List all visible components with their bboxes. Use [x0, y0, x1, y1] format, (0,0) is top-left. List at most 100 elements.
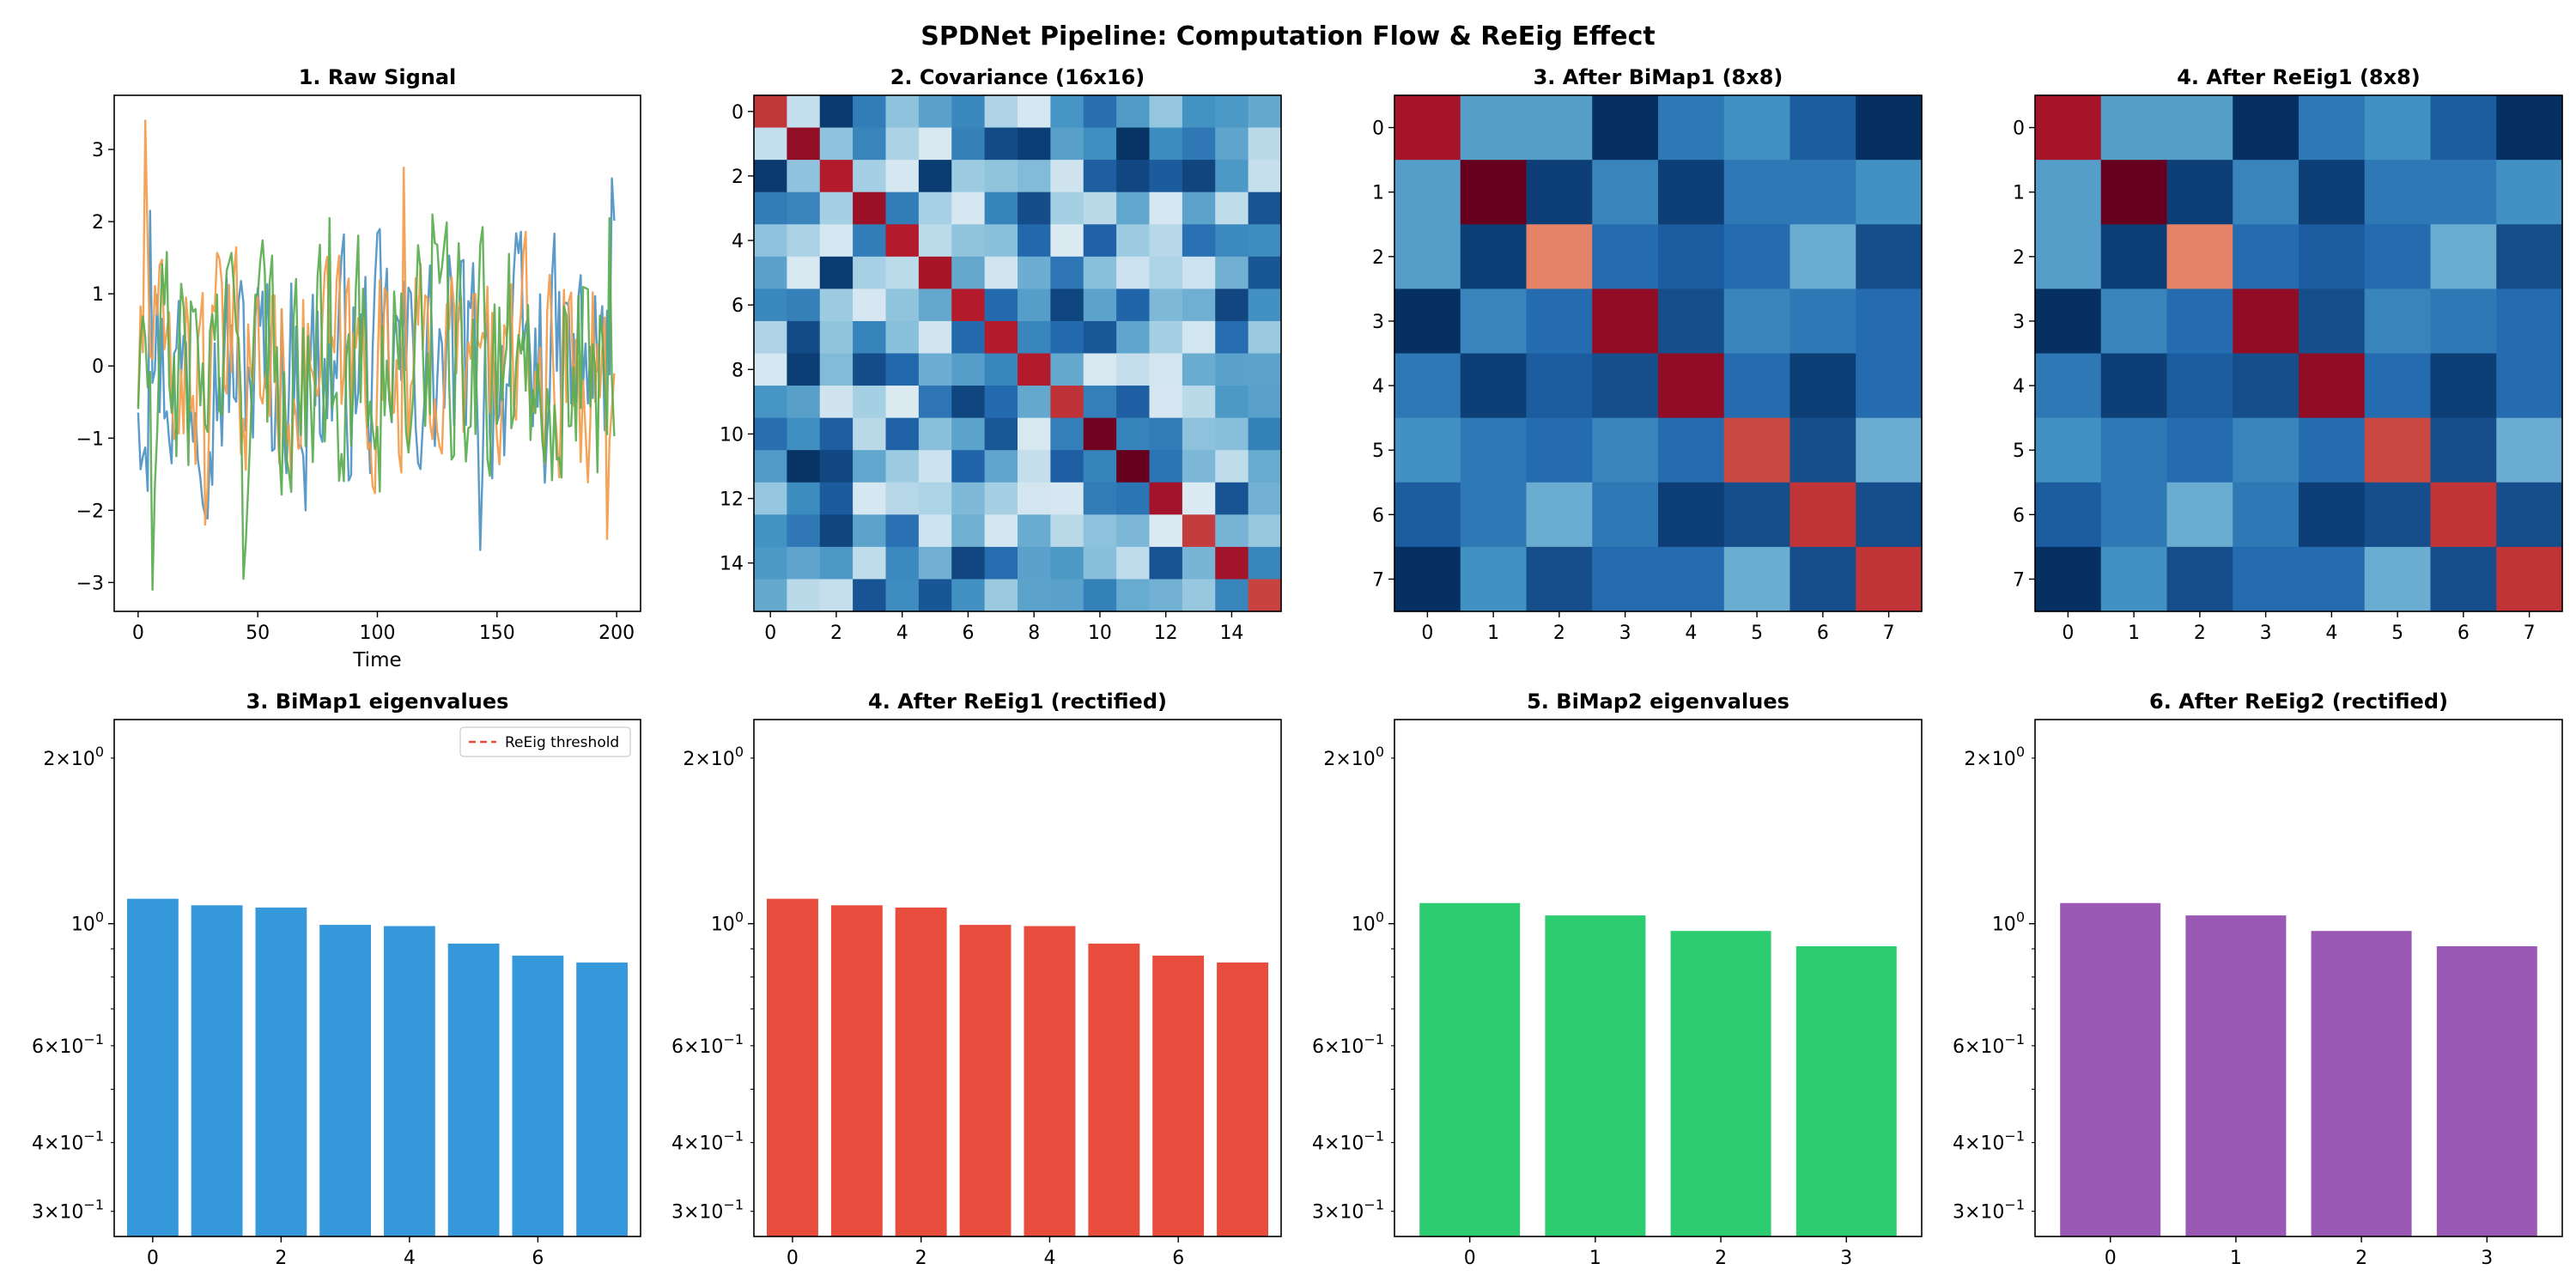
- heatmap-cell: [1658, 417, 1725, 483]
- heatmap-cell: [1149, 386, 1183, 419]
- heatmap-cell: [754, 320, 787, 355]
- heatmap-cell: [1723, 546, 1791, 612]
- heatmap-cell: [2299, 95, 2366, 161]
- tick-exponent: 0: [1376, 744, 1384, 760]
- heatmap-cell: [1789, 224, 1856, 289]
- heatmap-cell: [2430, 417, 2497, 483]
- heatmap-cell: [2496, 289, 2563, 355]
- x-tick-label: 4: [896, 623, 908, 644]
- signal-series-line: [137, 177, 616, 551]
- heatmap-cell: [1215, 320, 1249, 355]
- heatmap-cell: [1050, 353, 1084, 386]
- y-tick-label: 4×10−1: [32, 1128, 104, 1155]
- x-tick-label: 200: [598, 623, 635, 644]
- heatmap-cell: [2496, 482, 2563, 548]
- heatmap-cell: [819, 256, 854, 289]
- heatmap-cell: [754, 417, 787, 451]
- heatmap-cell: [2299, 417, 2366, 483]
- heatmap-cell: [1018, 386, 1051, 419]
- heatmap-cell: [819, 514, 854, 548]
- heatmap-frame: [1394, 94, 1923, 612]
- x-tick-label: 0: [1464, 1248, 1476, 1269]
- panel-title: 5. BiMap2 eigenvalues: [1527, 690, 1789, 714]
- heatmap-cell: [1083, 95, 1117, 129]
- heatmap-cell: [819, 450, 854, 483]
- heatmap-cell: [2100, 482, 2168, 548]
- heatmap-cell: [1083, 417, 1117, 451]
- y-tick-label: 8: [732, 360, 744, 381]
- heatmap-cell: [1215, 482, 1249, 515]
- heatmap-cell: [984, 191, 1018, 225]
- heatmap-cell: [951, 127, 986, 161]
- eigenvalue-bar: [1152, 955, 1205, 1236]
- heatmap-cell: [1658, 353, 1725, 419]
- tick-base: 2×10: [683, 749, 734, 770]
- heatmap-cell: [754, 191, 787, 225]
- heatmap-cell: [1592, 482, 1659, 548]
- heatmap-cell: [1116, 224, 1151, 258]
- heatmap-cell: [1050, 546, 1084, 580]
- x-tick-label: 1: [2128, 623, 2140, 644]
- heatmap-cell: [1018, 127, 1051, 161]
- heatmap-cell: [853, 127, 887, 161]
- heatmap-cell: [2430, 353, 2497, 419]
- heatmap-cell: [1182, 353, 1216, 386]
- y-tick-label: 5: [2013, 440, 2025, 462]
- heatmap-cell: [885, 546, 920, 580]
- heatmap-cell: [984, 482, 1018, 515]
- tick-base: 6×10: [1953, 1036, 2004, 1058]
- heatmap-cell: [1789, 160, 1856, 225]
- heatmap-cell: [819, 160, 854, 193]
- heatmap-cell: [1116, 256, 1151, 289]
- heatmap-cell: [2166, 546, 2233, 612]
- heatmap-cell: [2166, 353, 2233, 419]
- eigenvalue-bar: [2185, 915, 2287, 1236]
- heatmap-cell: [1050, 289, 1084, 322]
- heatmap-cell: [1248, 95, 1282, 129]
- heatmap-cell: [853, 256, 887, 289]
- x-tick-label: 0: [132, 623, 144, 644]
- heatmap-cell: [951, 95, 986, 129]
- heatmap-cell: [1215, 353, 1249, 386]
- eigenvalue-bar: [576, 962, 628, 1236]
- heatmap-cell: [819, 320, 854, 355]
- panel-title: 1. Raw Signal: [299, 65, 457, 89]
- tick-exponent: 0: [1376, 909, 1384, 926]
- tick-exponent: 0: [735, 744, 744, 760]
- tick-base: 2×10: [1323, 749, 1375, 770]
- x-tick-label: 0: [1421, 623, 1433, 644]
- heatmap-cell: [2233, 160, 2300, 225]
- heatmap-cell: [885, 256, 920, 289]
- heatmap-cell: [853, 386, 887, 419]
- eigenvalue-bar: [447, 943, 500, 1236]
- tick-base: 4×10: [1312, 1133, 1364, 1155]
- heatmap-cell: [1460, 417, 1528, 483]
- x-tick-label: 3: [1840, 1248, 1852, 1269]
- heatmap-cell: [1116, 417, 1151, 451]
- heatmap-cell: [2430, 482, 2497, 548]
- heatmap-cell: [885, 191, 920, 225]
- x-tick-label: 4: [1043, 1248, 1055, 1269]
- heatmap-cell: [1018, 579, 1051, 612]
- heatmap-cell: [918, 579, 952, 612]
- heatmap-cell: [1116, 127, 1151, 161]
- x-tick-label: 7: [2524, 623, 2536, 644]
- heatmap-cell: [1248, 450, 1282, 483]
- heatmap-cell: [1018, 514, 1051, 548]
- y-tick-label: 6: [1372, 505, 1384, 526]
- heatmap-cell: [918, 95, 952, 129]
- tick-base: 6×10: [1312, 1036, 1364, 1058]
- tick-exponent: 0: [95, 909, 104, 926]
- panel-title: 3. After BiMap1 (8x8): [1534, 65, 1783, 89]
- x-tick-label: 2: [915, 1248, 927, 1269]
- heatmap-cell: [2299, 546, 2366, 612]
- heatmap-cell: [1149, 450, 1183, 483]
- y-tick-label: 2×100: [43, 744, 104, 770]
- heatmap-cell: [1050, 386, 1084, 419]
- heatmap-cell: [1856, 482, 1923, 548]
- heatmap-cell: [853, 417, 887, 451]
- axes-frame: [1394, 719, 1923, 1237]
- heatmap-cell: [1083, 386, 1117, 419]
- heatmap-cell: [1018, 289, 1051, 322]
